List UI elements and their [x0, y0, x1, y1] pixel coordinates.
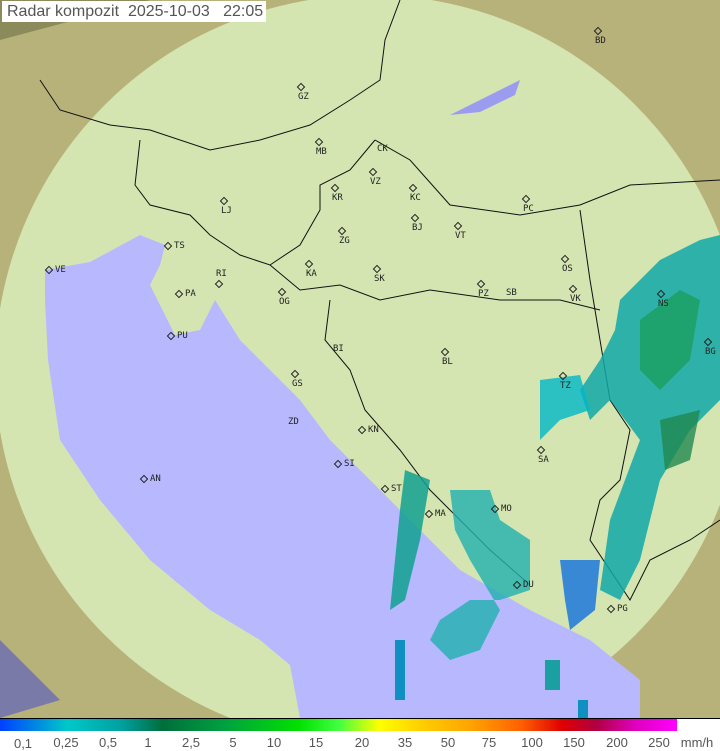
city-marker: BL [440, 347, 453, 367]
city-marker: LJ [219, 196, 232, 216]
city-marker: SI [333, 459, 355, 469]
city-marker: GS [290, 369, 303, 389]
city-marker: ZG [337, 226, 350, 246]
divider [0, 718, 720, 719]
legend-tick: 75 [481, 735, 497, 750]
legend-tick: 50 [440, 735, 456, 750]
city-marker: PC [521, 194, 534, 214]
city-marker: BI [333, 344, 344, 354]
city-marker: BG [703, 337, 716, 357]
city-marker: MB [314, 137, 327, 157]
sea-outside [0, 640, 60, 718]
city-marker: VZ [368, 167, 381, 187]
map-title: Radar kompozit 2025-10-03 22:05 [2, 1, 266, 22]
legend-tick: 5 [229, 735, 237, 750]
city-marker: ST [380, 484, 402, 494]
city-marker: TS [163, 241, 185, 251]
city-marker: MA [424, 509, 446, 519]
city-marker: TZ [558, 371, 571, 391]
city-marker: OG [277, 287, 290, 307]
city-marker: VK [568, 284, 581, 304]
legend-tick: 200 [606, 735, 628, 750]
city-marker: PG [606, 604, 628, 614]
city-marker: KC [408, 183, 421, 203]
legend-tick: 10 [266, 735, 282, 750]
city-marker: OS [560, 254, 573, 274]
city-marker: KA [304, 259, 317, 279]
lake-balaton [450, 80, 520, 115]
city-marker: AN [139, 474, 161, 484]
city-marker: CK [377, 144, 388, 154]
legend-tick: 150 [563, 735, 585, 750]
legend-tick: 2,5 [181, 735, 201, 750]
city-marker: KN [357, 425, 379, 435]
city-marker: VT [453, 221, 466, 241]
legend-tick: 0,5 [98, 735, 118, 750]
legend-tick: 15 [308, 735, 324, 750]
legend-tick: 20 [354, 735, 370, 750]
legend-tick: 0,25 [53, 735, 79, 750]
city-marker: SB [506, 288, 517, 298]
city-marker: PU [166, 331, 188, 341]
city-marker: NS [656, 289, 669, 309]
city-marker: PZ [476, 279, 489, 299]
city-marker: VE [44, 265, 66, 275]
city-marker: MO [490, 504, 512, 514]
legend-tick: 100 [521, 735, 543, 750]
legend-tick: 0,1 [13, 736, 33, 751]
adriatic-sea [45, 235, 640, 718]
city-marker: KR [330, 183, 343, 203]
precipitation-color-scale [0, 719, 677, 731]
radar-map[interactable] [0, 0, 720, 718]
city-marker: PA [174, 289, 196, 299]
borders [39, 0, 720, 601]
city-marker: SK [372, 264, 385, 284]
city-marker: GZ [296, 82, 309, 102]
city-marker: SA [536, 445, 549, 465]
city-marker: DU [512, 580, 534, 590]
legend-tick: 250 [648, 735, 670, 750]
city-marker: ZD [288, 417, 299, 427]
precipitation [390, 235, 720, 718]
city-marker: BD [593, 26, 606, 46]
legend-unit: mm/h [680, 735, 714, 750]
city-marker: BJ [410, 213, 423, 233]
city-marker: RI [214, 269, 227, 289]
legend-tick: 35 [397, 735, 413, 750]
legend-tick: 1 [144, 735, 152, 750]
